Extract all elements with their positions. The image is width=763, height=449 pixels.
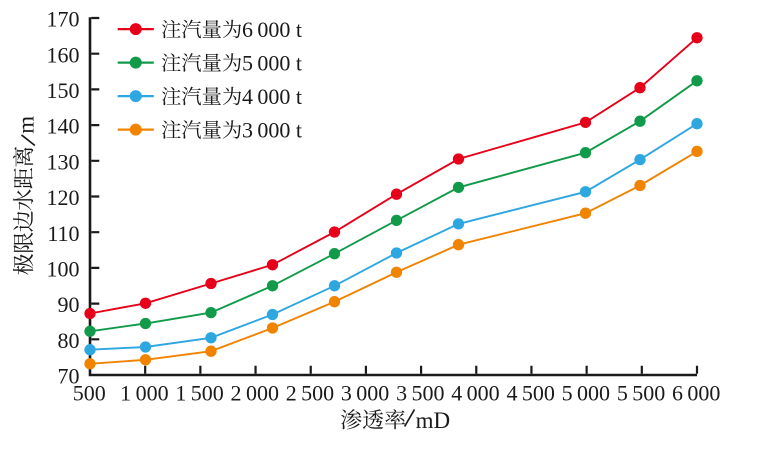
svg-text:160: 160: [47, 42, 80, 67]
svg-text:4 000 t: 4 000 t: [242, 84, 302, 109]
svg-text:2 000: 2 000: [231, 381, 279, 406]
svg-text:100: 100: [47, 257, 80, 282]
svg-text:4 500: 4 500: [506, 381, 554, 406]
svg-text:mD: mD: [416, 408, 451, 433]
svg-text:170: 170: [47, 7, 80, 32]
svg-text:5 500: 5 500: [617, 381, 665, 406]
svg-text:500: 500: [73, 381, 106, 406]
svg-text:2 500: 2 500: [286, 381, 334, 406]
svg-text:120: 120: [47, 185, 80, 210]
svg-text:140: 140: [47, 114, 80, 139]
svg-text:3 500: 3 500: [396, 381, 444, 406]
svg-text:5 000: 5 000: [562, 381, 610, 406]
svg-text:130: 130: [47, 149, 80, 174]
svg-text:m: m: [14, 116, 39, 134]
svg-text:3 000: 3 000: [341, 381, 389, 406]
svg-text:70: 70: [58, 364, 80, 389]
svg-text:80: 80: [58, 328, 80, 353]
svg-text:1 000: 1 000: [120, 381, 168, 406]
svg-text:5 000 t: 5 000 t: [242, 51, 302, 76]
svg-text:4 000: 4 000: [451, 381, 499, 406]
svg-text:3 000 t: 3 000 t: [242, 118, 302, 143]
svg-text:90: 90: [58, 292, 80, 317]
svg-text:1 500: 1 500: [175, 381, 223, 406]
svg-text:6 000: 6 000: [672, 381, 720, 406]
svg-text:110: 110: [47, 221, 79, 246]
svg-text:6 000 t: 6 000 t: [242, 17, 302, 42]
svg-text:150: 150: [47, 78, 80, 103]
